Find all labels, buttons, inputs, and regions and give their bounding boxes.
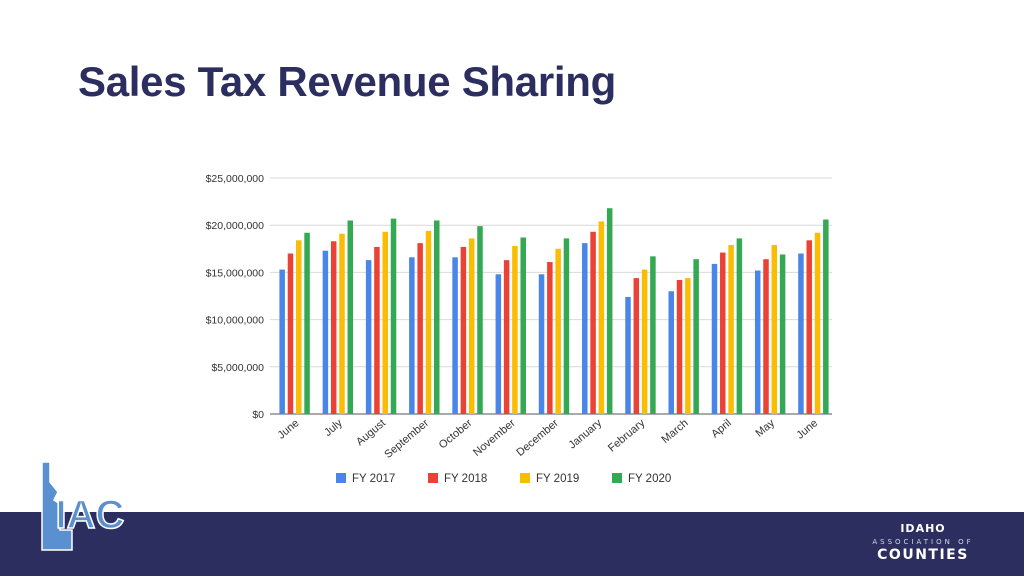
bar-fy-2018 [503,260,510,414]
legend-swatch [336,473,346,483]
bar-fy-2017 [365,260,372,414]
bar-fy-2019 [339,233,345,414]
y-tick-label: $20,000,000 [206,220,265,232]
bar-fy-2020 [347,220,354,414]
bar-fy-2018 [806,240,812,414]
legend-label: FY 2020 [628,473,671,485]
legend-label: FY 2019 [536,473,579,485]
bar-fy-2020 [779,254,786,414]
x-tick-label: April [709,417,734,440]
x-tick-label: March [659,417,690,446]
bar-fy-2020 [606,208,613,414]
legend-swatch [520,473,530,483]
iac-logo: IAC [41,461,125,551]
legend-label: FY 2018 [444,473,487,485]
bar-fy-2017 [538,274,545,414]
bar-fy-2020 [650,256,656,414]
bar-fy-2020 [434,220,440,414]
x-tick-label: August [354,417,388,448]
bar-fy-2017 [668,291,674,414]
x-tick-label: February [606,417,648,455]
bar-fy-2017 [798,253,804,414]
bar-fy-2017 [754,270,761,414]
y-tick-label: $10,000,000 [206,315,265,327]
idaho-counties-logo: IDAHO ASSOCIATION OF COUNTIES [868,522,978,563]
bar-fy-2018 [590,231,596,414]
bar-fy-2017 [582,243,588,414]
bar-fy-2017 [279,269,285,414]
x-tick-label: December [514,417,561,459]
x-tick-label: October [437,417,475,452]
bar-fy-2020 [304,232,310,414]
bar-fy-2017 [322,250,329,414]
bar-fy-2017 [711,263,718,414]
bar-fy-2018 [633,278,640,414]
bar-fy-2019 [728,245,734,414]
legend-label: FY 2017 [352,473,395,485]
bar-fy-2019 [771,245,778,414]
bar-fy-2019 [468,238,475,414]
bar-fy-2019 [512,245,518,414]
bar-fy-2019 [296,240,302,414]
bar-fy-2017 [409,257,415,414]
x-tick-label: September [382,417,431,461]
bar-fy-2018 [720,252,726,414]
bar-fy-2019 [382,231,388,414]
bar-fy-2020 [736,238,743,414]
bar-fy-2018 [547,262,553,414]
bar-fy-2019 [425,230,432,414]
bar-fy-2019 [814,232,821,414]
x-tick-label: July [322,417,345,439]
bar-fy-2017 [625,296,631,414]
bar-fy-2019 [555,248,561,414]
logo-line-counties: COUNTIES [877,547,969,563]
bar-fy-2020 [477,226,483,414]
bar-fy-2019 [685,278,691,414]
bar-fy-2020 [390,218,397,414]
logo-line-association: ASSOCIATION OF [872,538,974,546]
iac-logo-text: IAC [56,493,125,537]
logo-line-idaho: IDAHO [900,522,946,535]
bar-fy-2020 [693,259,699,414]
slide-title: Sales Tax Revenue Sharing [78,58,616,105]
bar-fy-2018 [417,243,423,414]
y-tick-label: $5,000,000 [211,362,264,374]
bar-fy-2018 [374,246,380,414]
y-tick-label: $15,000,000 [206,267,265,279]
y-tick-label: $25,000,000 [206,173,265,185]
bar-fy-2018 [763,259,769,414]
bar-fy-2020 [563,238,570,414]
legend-swatch [612,473,622,483]
bar-fy-2020 [520,237,526,414]
x-tick-label: June [276,417,302,442]
bar-fy-2019 [641,269,648,414]
bar-fy-2019 [598,221,605,414]
bar-fy-2017 [495,274,502,414]
sales-tax-bar-chart: $0 $5,000,000 $10,000,000 $15,000,000 $20,00… [206,173,832,485]
idaho-state-shape [41,461,73,551]
x-tick-label: November [471,417,518,459]
x-tick-label: June [794,417,820,442]
bar-fy-2018 [287,253,294,414]
bar-fy-2020 [823,219,829,414]
legend-swatch [428,473,438,483]
bar-fy-2017 [452,257,458,414]
x-tick-label: May [753,417,777,440]
bar-fy-2018 [460,246,467,414]
bar-fy-2018 [676,279,683,414]
bar-fy-2018 [330,241,337,414]
footer-bar [0,512,1024,576]
y-tick-label: $0 [252,409,264,421]
x-tick-label: January [566,417,604,452]
